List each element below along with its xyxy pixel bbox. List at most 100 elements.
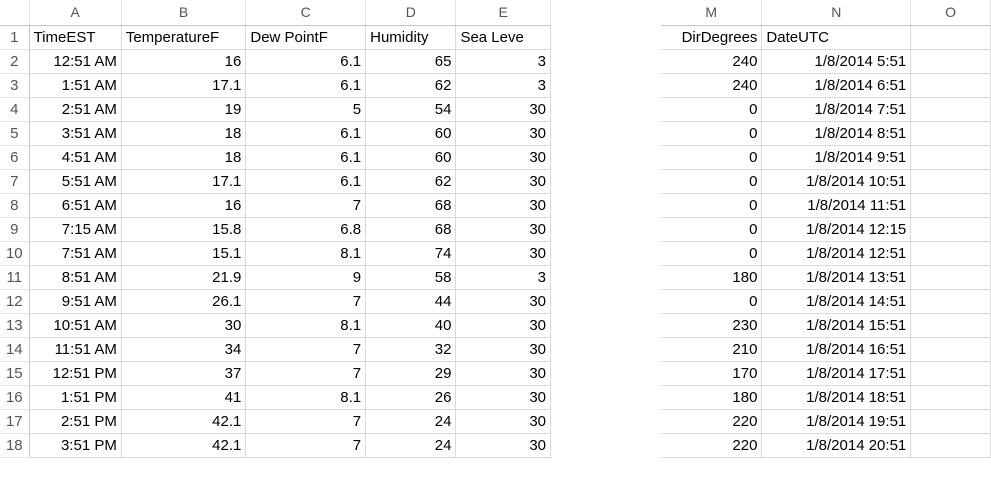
row-header[interactable]: 2 [0,49,30,74]
cell-d6[interactable]: 60 [365,145,457,170]
row-header[interactable]: 1 [0,25,30,50]
cell-a1[interactable]: TimeEST [29,25,122,50]
row-header[interactable]: 16 [0,385,30,410]
cell-n14[interactable]: 1/8/2014 16:51 [761,337,912,362]
cell-e1[interactable]: Sea Leve [455,25,551,50]
cell-d7[interactable]: 62 [365,169,457,194]
cell-c15[interactable]: 7 [245,361,367,386]
cell-a11[interactable]: 8:51 AM [29,265,122,290]
row-header[interactable]: 18 [0,433,30,458]
cell-o8[interactable] [910,193,991,218]
cell-b18[interactable]: 42.1 [121,433,247,458]
cell-e9[interactable]: 30 [455,217,551,242]
cell-n12[interactable]: 1/8/2014 14:51 [761,289,912,314]
cell-o18[interactable] [910,433,991,458]
cell-e7[interactable]: 30 [455,169,551,194]
cell-d14[interactable]: 32 [365,337,457,362]
cell-n4[interactable]: 1/8/2014 7:51 [761,97,912,122]
cell-b8[interactable]: 16 [121,193,247,218]
column-header-m[interactable]: M [661,0,763,26]
cell-n17[interactable]: 1/8/2014 19:51 [761,409,912,434]
cell-e6[interactable]: 30 [455,145,551,170]
cell-d8[interactable]: 68 [365,193,457,218]
cell-b11[interactable]: 21.9 [121,265,247,290]
cell-e5[interactable]: 30 [455,121,551,146]
column-header-a[interactable]: A [29,0,122,26]
cell-c14[interactable]: 7 [245,337,367,362]
cell-b2[interactable]: 16 [121,49,247,74]
cell-b4[interactable]: 19 [121,97,247,122]
cell-m8[interactable]: 0 [661,193,763,218]
column-header-n[interactable]: N [761,0,912,26]
cell-d15[interactable]: 29 [365,361,457,386]
cell-a12[interactable]: 9:51 AM [29,289,122,314]
column-header-o[interactable]: O [910,0,991,26]
cell-m3[interactable]: 240 [661,73,763,98]
cell-m1[interactable]: DirDegrees [661,25,763,50]
cell-n5[interactable]: 1/8/2014 8:51 [761,121,912,146]
row-header[interactable]: 11 [0,265,30,290]
cell-o2[interactable] [910,49,991,74]
cell-m4[interactable]: 0 [661,97,763,122]
cell-b15[interactable]: 37 [121,361,247,386]
cell-o11[interactable] [910,265,991,290]
cell-c1[interactable]: Dew PointF [245,25,367,50]
cell-b14[interactable]: 34 [121,337,247,362]
cell-a18[interactable]: 3:51 PM [29,433,122,458]
row-header[interactable]: 14 [0,337,30,362]
cell-a14[interactable]: 11:51 AM [29,337,122,362]
cell-c7[interactable]: 6.1 [245,169,367,194]
cell-o5[interactable] [910,121,991,146]
row-header[interactable]: 10 [0,241,30,266]
cell-m17[interactable]: 220 [661,409,763,434]
cell-c11[interactable]: 9 [245,265,367,290]
cell-d18[interactable]: 24 [365,433,457,458]
cell-e8[interactable]: 30 [455,193,551,218]
cell-a4[interactable]: 2:51 AM [29,97,122,122]
cell-n1[interactable]: DateUTC [761,25,912,50]
cell-b7[interactable]: 17.1 [121,169,247,194]
cell-a8[interactable]: 6:51 AM [29,193,122,218]
cell-n8[interactable]: 1/8/2014 11:51 [761,193,912,218]
cell-c18[interactable]: 7 [245,433,367,458]
cell-n18[interactable]: 1/8/2014 20:51 [761,433,912,458]
cell-e12[interactable]: 30 [455,289,551,314]
column-header-b[interactable]: B [121,0,247,26]
cell-d3[interactable]: 62 [365,73,457,98]
cell-c12[interactable]: 7 [245,289,367,314]
row-header[interactable]: 13 [0,313,30,338]
cell-o4[interactable] [910,97,991,122]
row-header[interactable]: 17 [0,409,30,434]
cell-o7[interactable] [910,169,991,194]
cell-b10[interactable]: 15.1 [121,241,247,266]
cell-o16[interactable] [910,385,991,410]
cell-m5[interactable]: 0 [661,121,763,146]
cell-n16[interactable]: 1/8/2014 18:51 [761,385,912,410]
cell-m16[interactable]: 180 [661,385,763,410]
row-header[interactable]: 15 [0,361,30,386]
cell-b6[interactable]: 18 [121,145,247,170]
cell-n7[interactable]: 1/8/2014 10:51 [761,169,912,194]
cell-d4[interactable]: 54 [365,97,457,122]
cell-c8[interactable]: 7 [245,193,367,218]
cell-n2[interactable]: 1/8/2014 5:51 [761,49,912,74]
cell-a7[interactable]: 5:51 AM [29,169,122,194]
column-header-d[interactable]: D [365,0,457,26]
cell-m7[interactable]: 0 [661,169,763,194]
cell-m6[interactable]: 0 [661,145,763,170]
cell-e16[interactable]: 30 [455,385,551,410]
cell-b3[interactable]: 17.1 [121,73,247,98]
row-header[interactable]: 4 [0,97,30,122]
row-header[interactable]: 6 [0,145,30,170]
cell-d9[interactable]: 68 [365,217,457,242]
cell-m2[interactable]: 240 [661,49,763,74]
cell-d11[interactable]: 58 [365,265,457,290]
cell-b17[interactable]: 42.1 [121,409,247,434]
cell-n10[interactable]: 1/8/2014 12:51 [761,241,912,266]
cell-d2[interactable]: 65 [365,49,457,74]
cell-d10[interactable]: 74 [365,241,457,266]
cell-a2[interactable]: 12:51 AM [29,49,122,74]
cell-d12[interactable]: 44 [365,289,457,314]
cell-e10[interactable]: 30 [455,241,551,266]
cell-o9[interactable] [910,217,991,242]
